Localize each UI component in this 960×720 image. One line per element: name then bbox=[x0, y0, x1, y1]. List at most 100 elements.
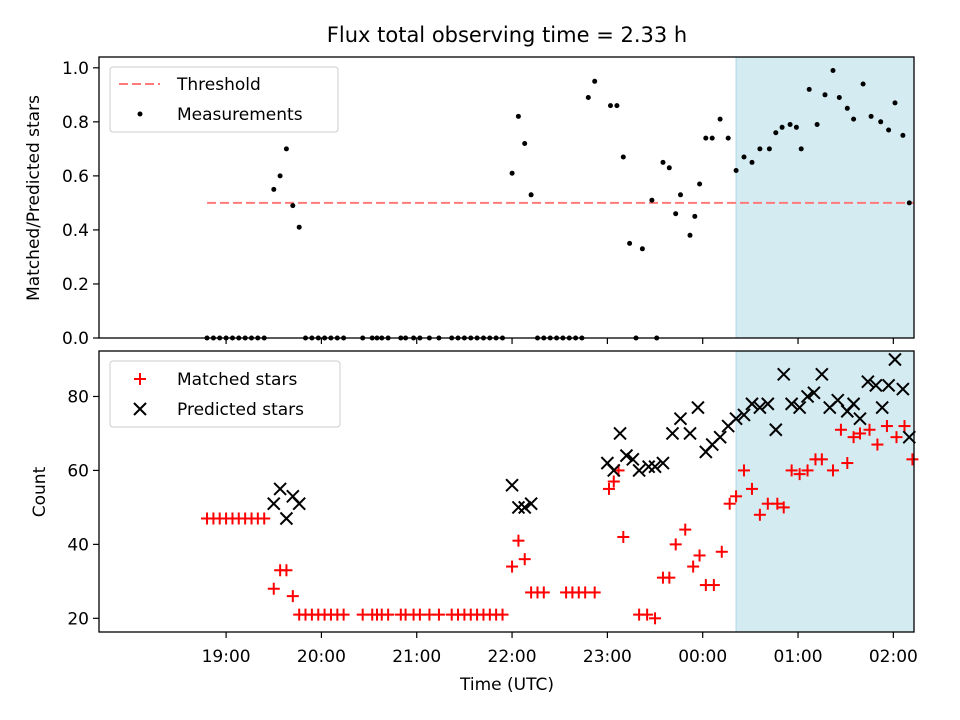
predicted-star-point bbox=[607, 463, 621, 478]
matched-star-point bbox=[771, 497, 784, 510]
predicted-star-point bbox=[713, 430, 727, 444]
count-axes-frame bbox=[98, 350, 915, 633]
matched-star-point bbox=[679, 523, 692, 536]
matched-star-point bbox=[506, 560, 519, 573]
matched-star-point bbox=[853, 427, 866, 440]
matched-star-point bbox=[777, 501, 790, 514]
measurement-point bbox=[878, 119, 884, 125]
count-y-tick-label: 40 bbox=[67, 535, 89, 555]
matched-star-point bbox=[537, 586, 550, 599]
measurement-point bbox=[793, 124, 799, 130]
measurement-point bbox=[868, 113, 874, 119]
measurement-point bbox=[900, 132, 906, 138]
measurements-legend-marker bbox=[137, 111, 143, 117]
measurement-point bbox=[757, 146, 763, 152]
ratio-legend-box bbox=[109, 66, 339, 133]
predicted-star-point bbox=[632, 463, 646, 478]
predicted-star-point bbox=[745, 397, 759, 411]
count-highlight-span bbox=[735, 350, 915, 633]
measurement-point bbox=[906, 200, 912, 206]
matched-star-point bbox=[432, 608, 445, 621]
x-tick-label: 19:00 bbox=[202, 647, 251, 667]
predicted-star-point bbox=[792, 400, 807, 415]
predicted-star-point bbox=[888, 352, 902, 367]
predicted-star-point bbox=[648, 460, 662, 474]
measurement-point bbox=[277, 173, 283, 179]
predicted-star-point bbox=[737, 408, 751, 422]
measurement-point bbox=[678, 192, 683, 198]
ratio-panel: 0.0 0.2 0.4 0.6 0.8 1.0 Matched/Predicted sta… bbox=[24, 56, 915, 349]
measurement-point bbox=[886, 127, 892, 133]
predicted-star-point bbox=[875, 400, 889, 415]
matched-star-point bbox=[785, 464, 798, 477]
measurement-point bbox=[787, 122, 793, 127]
predicted-star-point bbox=[777, 367, 791, 382]
predicted-star-point bbox=[753, 400, 767, 415]
matched-star-point bbox=[641, 608, 654, 621]
matched-star-point bbox=[588, 586, 601, 599]
measurement-point bbox=[717, 116, 723, 122]
predicted-star-point bbox=[683, 426, 697, 441]
predicted-star-point bbox=[524, 496, 538, 511]
matched-star-point bbox=[512, 534, 525, 547]
measurement-point bbox=[692, 213, 698, 219]
predicted-stars-points bbox=[267, 352, 916, 526]
predicted-legend-label: Predicted stars bbox=[177, 400, 304, 420]
x-tick-label: 23:00 bbox=[583, 647, 632, 667]
predicted-star-point bbox=[784, 397, 799, 411]
ratio-axis-ticks: 0.0 0.2 0.4 0.6 0.8 1.0 bbox=[62, 59, 894, 349]
count-legend-box bbox=[109, 360, 341, 428]
predicted-star-point bbox=[769, 423, 783, 437]
matched-star-point bbox=[815, 453, 828, 466]
measurement-point bbox=[283, 146, 289, 152]
measurement-point bbox=[687, 232, 693, 238]
matched-star-point bbox=[793, 468, 806, 481]
count-y-tick-label: 80 bbox=[67, 387, 89, 407]
measurement-point bbox=[271, 186, 277, 192]
predicted-star-point bbox=[518, 500, 532, 515]
ratio-y-tick-label: 0.4 bbox=[62, 221, 89, 241]
measurement-point bbox=[773, 130, 779, 136]
ratio-y-tick-label: 1.0 bbox=[62, 59, 89, 79]
predicted-star-point bbox=[861, 374, 875, 389]
ratio-y-axis-label: Matched/Predicted stars bbox=[24, 95, 44, 301]
ratio-y-tick-label: 0.2 bbox=[62, 275, 89, 295]
predicted-star-point bbox=[641, 460, 656, 474]
measurement-point bbox=[660, 159, 666, 165]
measurement-point bbox=[697, 181, 703, 187]
measurement-point bbox=[666, 165, 672, 171]
measurement-point bbox=[709, 135, 715, 141]
ratio-y-tick-label: 0.8 bbox=[62, 113, 89, 133]
matched-star-point bbox=[607, 475, 620, 488]
measurement-point bbox=[592, 78, 598, 84]
predicted-star-point bbox=[869, 378, 883, 393]
predicted-star-point bbox=[691, 400, 705, 415]
matched-star-point bbox=[258, 512, 271, 525]
measurement-point bbox=[608, 103, 613, 109]
matched-star-point bbox=[496, 608, 509, 621]
predicted-star-point bbox=[853, 411, 867, 426]
matched-star-point bbox=[880, 420, 893, 433]
x-tick-label: 00:00 bbox=[678, 647, 727, 667]
measurement-point bbox=[522, 141, 528, 146]
predicted-star-point bbox=[673, 411, 688, 426]
matched-star-point bbox=[723, 497, 736, 510]
predicted-star-point bbox=[619, 448, 634, 463]
x-axis-label: Time (UTC) bbox=[459, 675, 554, 695]
matched-star-point bbox=[649, 612, 662, 625]
ratio-axes-frame bbox=[98, 56, 915, 339]
predicted-star-point bbox=[279, 511, 294, 526]
matched-star-point bbox=[906, 453, 919, 466]
x-tick-label: 20:00 bbox=[297, 647, 346, 667]
measurement-point bbox=[725, 135, 731, 141]
predicted-star-point bbox=[656, 456, 670, 470]
count-y-axis-label: Count bbox=[30, 466, 50, 517]
x-tick-label: 01:00 bbox=[774, 647, 823, 667]
measurement-point bbox=[614, 103, 620, 109]
predicted-star-point bbox=[807, 386, 821, 400]
predicted-star-point bbox=[761, 397, 775, 411]
x-tick-label: 02:00 bbox=[869, 647, 918, 667]
predicted-star-point bbox=[665, 426, 680, 441]
predicted-star-point bbox=[729, 411, 743, 426]
matched-star-point bbox=[286, 590, 299, 603]
